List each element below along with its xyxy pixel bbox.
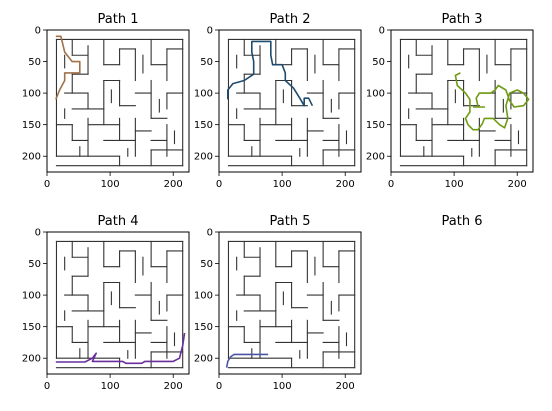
y-tick-label: 50 (28, 57, 41, 68)
chart-panel-1: Path 1 0 100 200 0 50 100 150 200 (22, 12, 190, 190)
y-tick-label: 0 (207, 228, 213, 239)
axes-frame (218, 231, 362, 375)
x-tick-label: 200 (508, 179, 527, 190)
panel-title: Path 6 (442, 214, 483, 229)
y-tick-label: 100 (22, 89, 41, 100)
y-tick-label: 0 (379, 26, 385, 37)
y-tick-label: 0 (35, 26, 41, 37)
panel-title: Path 4 (98, 214, 139, 229)
x-tick-label: 200 (336, 179, 355, 190)
y-tick-label: 100 (194, 89, 213, 100)
axes-frame (46, 231, 190, 375)
y-tick-label: 100 (366, 89, 385, 100)
x-tick-label: 0 (216, 381, 222, 392)
y-tick-label: 50 (372, 57, 385, 68)
path-line (454, 72, 530, 131)
path-line (227, 40, 314, 107)
panel-title: Path 3 (442, 12, 483, 27)
x-tick-label: 0 (216, 179, 222, 190)
y-tick-label: 50 (28, 259, 41, 270)
y-tick-label: 150 (366, 120, 385, 131)
maze-image (55, 240, 184, 369)
axes-frame (390, 29, 534, 173)
x-tick-label: 200 (164, 179, 183, 190)
chart-panel-3: Path 3 0 100 200 0 50 100 150 200 (366, 12, 534, 190)
y-tick-label: 150 (194, 120, 213, 131)
y-tick-label: 200 (22, 354, 41, 365)
x-tick-label: 200 (164, 381, 183, 392)
axes-frame (218, 29, 362, 173)
path-line (225, 353, 269, 368)
y-tick-label: 150 (22, 120, 41, 131)
x-tick-label: 100 (101, 179, 120, 190)
panel-title: Path 5 (270, 214, 311, 229)
x-tick-label: 100 (273, 179, 292, 190)
y-tick-label: 0 (35, 228, 41, 239)
chart-panel-5: Path 5 0 100 200 0 50 100 150 200 (194, 214, 362, 392)
x-tick-label: 100 (273, 381, 292, 392)
x-tick-label: 0 (44, 179, 50, 190)
x-tick-label: 100 (445, 179, 464, 190)
y-tick-label: 200 (194, 354, 213, 365)
axes-frame (46, 29, 190, 173)
y-tick-label: 50 (200, 259, 213, 270)
chart-panel-2: Path 2 0 100 200 0 50 100 150 200 (194, 12, 362, 190)
x-tick-label: 200 (336, 381, 355, 392)
y-tick-label: 100 (22, 291, 41, 302)
y-tick-label: 0 (207, 26, 213, 37)
x-tick-label: 100 (101, 381, 120, 392)
y-tick-label: 150 (22, 322, 41, 333)
x-tick-label: 0 (388, 179, 394, 190)
maze-image (55, 38, 184, 167)
panel-title: Path 2 (270, 12, 311, 27)
x-tick-label: 0 (44, 381, 50, 392)
panel-title: Path 1 (98, 12, 139, 27)
chart-panel-4: Path 4 0 100 200 0 50 100 150 200 (22, 214, 190, 392)
path-line (55, 35, 81, 100)
y-tick-label: 200 (22, 152, 41, 163)
y-tick-label: 150 (194, 322, 213, 333)
y-tick-label: 100 (194, 291, 213, 302)
y-tick-label: 50 (200, 57, 213, 68)
maze-image (227, 240, 356, 369)
chart-panel-6: Path 6 (442, 214, 483, 229)
path-line (55, 332, 186, 365)
y-tick-label: 200 (366, 152, 385, 163)
maze-image (227, 38, 356, 167)
y-tick-label: 200 (194, 152, 213, 163)
maze-image (399, 38, 528, 167)
